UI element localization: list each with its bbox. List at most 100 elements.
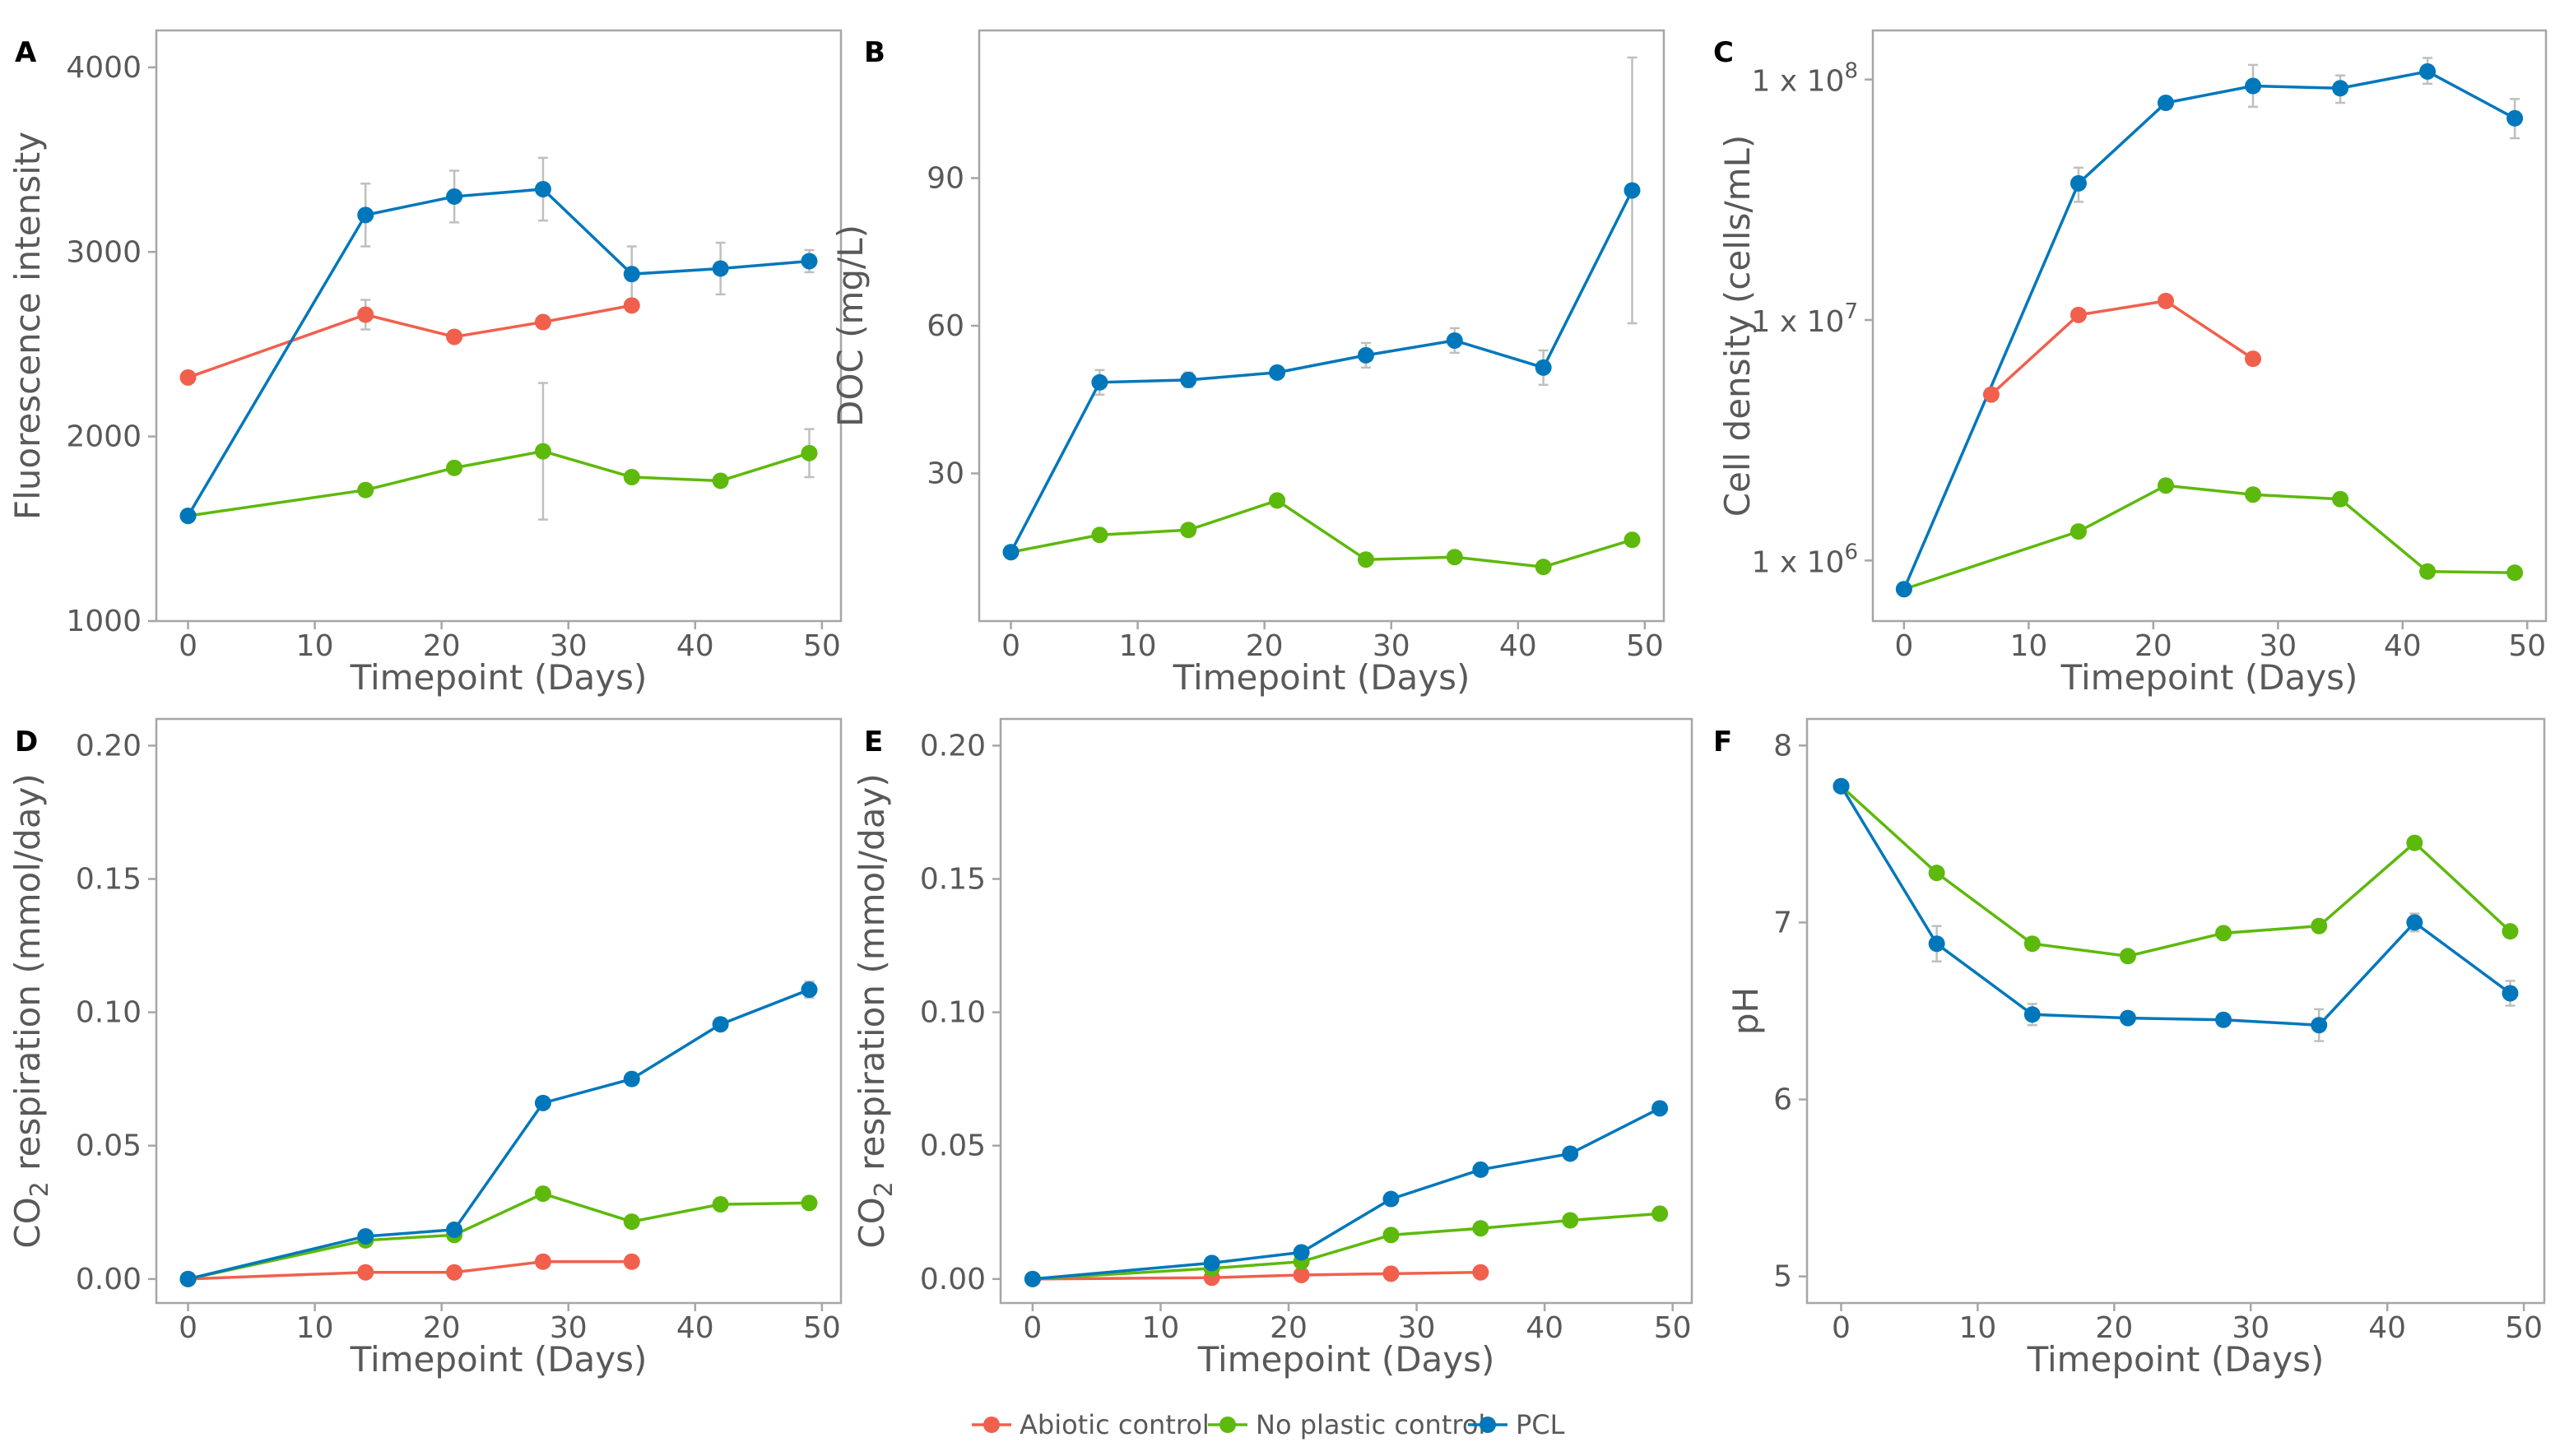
- data-point-no_plastic: [712, 1196, 729, 1213]
- x-tick-label: 40: [676, 1311, 714, 1345]
- data-point-no_plastic: [2506, 564, 2524, 582]
- y-tick-label: 6: [1773, 1083, 1792, 1117]
- data-point-abiotic: [446, 1264, 463, 1281]
- data-point-pcl: [623, 266, 640, 283]
- x-tick-label: 30: [550, 1311, 588, 1345]
- x-tick-label: 10: [296, 629, 334, 663]
- data-point-no_plastic: [2419, 563, 2437, 580]
- legend-marker: [1219, 1417, 1236, 1433]
- x-tick-label: 10: [1959, 1311, 1997, 1345]
- legend-label: No plastic control: [1256, 1409, 1485, 1440]
- data-point-pcl: [2157, 95, 2174, 112]
- data-point-no_plastic: [1472, 1220, 1489, 1237]
- x-tick-label: 30: [2232, 1311, 2269, 1345]
- series-line-no_plastic: [1840, 785, 2511, 958]
- data-point-no_plastic: [1382, 1226, 1400, 1244]
- x-tick-label: 20: [2135, 629, 2172, 663]
- legend-label: PCL: [1516, 1409, 1565, 1440]
- y-tick-label: 60: [927, 309, 964, 343]
- x-tick-label: 40: [1526, 1311, 1563, 1345]
- data-point-no_plastic: [801, 444, 818, 461]
- x-tick-label: 20: [1270, 1311, 1308, 1345]
- data-point-no_plastic: [446, 459, 463, 476]
- y-tick-label: 0.20: [920, 729, 986, 763]
- data-point-no_plastic: [1357, 551, 1374, 568]
- data-point-pcl: [2245, 77, 2262, 95]
- series-line-pcl: [1839, 785, 2511, 1027]
- data-point-pcl: [2506, 109, 2524, 127]
- data-point-pcl: [2070, 174, 2087, 192]
- data-point-no_plastic: [801, 1194, 818, 1212]
- panel-letter: A: [15, 36, 37, 69]
- data-point-no_plastic: [1535, 559, 1552, 576]
- data-point-pcl: [1293, 1244, 1310, 1261]
- data-point-no_plastic: [534, 443, 551, 460]
- legend-label: Abiotic control: [1020, 1409, 1210, 1440]
- y-axis-label: Cell density (cells/mL): [1717, 135, 1758, 517]
- data-point-pcl: [1472, 1161, 1489, 1178]
- series-line-pcl: [1009, 189, 1634, 554]
- data-point-pcl: [1624, 182, 1641, 199]
- data-point-pcl: [2119, 1009, 2136, 1027]
- plot-frame: [155, 717, 843, 1305]
- data-point-pcl: [446, 1221, 463, 1238]
- plot-frame: [1871, 29, 2548, 623]
- plot-frame: [1805, 717, 2546, 1305]
- y-tick-label: 1 x 106: [1752, 540, 1858, 579]
- x-tick-label: 50: [2505, 1311, 2543, 1345]
- data-point-no_plastic: [534, 1185, 551, 1203]
- data-point-pcl: [1002, 544, 1020, 561]
- data-point-pcl: [1928, 935, 1945, 953]
- data-point-no_plastic: [2332, 490, 2349, 508]
- data-point-abiotic: [623, 297, 640, 314]
- data-point-no_plastic: [2023, 935, 2041, 953]
- data-point-no_plastic: [1651, 1205, 1669, 1222]
- data-point-pcl: [357, 206, 374, 224]
- y-axis-label: pH: [1726, 987, 1766, 1035]
- data-point-pcl: [1091, 373, 1108, 391]
- data-point-no_plastic: [2406, 834, 2423, 851]
- data-point-pcl: [1562, 1145, 1579, 1162]
- data-point-pcl: [2023, 1006, 2041, 1023]
- data-point-pcl: [1382, 1190, 1400, 1208]
- y-tick-label: 5: [1773, 1260, 1792, 1294]
- data-point-no_plastic: [1562, 1212, 1579, 1229]
- x-tick-label: 50: [1626, 629, 1664, 663]
- x-axis-label: Timepoint (Days): [2060, 657, 2358, 698]
- x-tick-label: 40: [2384, 629, 2422, 663]
- data-point-abiotic: [357, 306, 374, 323]
- y-tick-label: 0.00: [920, 1263, 986, 1296]
- data-point-no_plastic: [2245, 486, 2262, 503]
- panel-e: E 0 10 20 30 40 50 Timepoint (Days) 0.00 0.05 0.10…: [852, 717, 1693, 1379]
- data-point-abiotic: [357, 1264, 374, 1281]
- series-line-no_plastic: [1010, 498, 1633, 568]
- data-point-pcl: [1357, 346, 1374, 364]
- data-point-pcl: [357, 1227, 374, 1245]
- data-point-pcl: [2502, 985, 2519, 1002]
- data-point-abiotic: [2157, 292, 2174, 309]
- data-point-no_plastic: [2070, 523, 2087, 540]
- data-point-abiotic: [1982, 386, 2000, 403]
- data-point-no_plastic: [2215, 925, 2232, 942]
- data-point-no_plastic: [357, 481, 374, 498]
- data-point-no_plastic: [2119, 948, 2136, 965]
- data-point-pcl: [2215, 1011, 2232, 1028]
- y-tick-label: 1 x 107: [1752, 299, 1858, 339]
- x-tick-label: 30: [1373, 629, 1410, 663]
- data-point-pcl: [1895, 581, 1912, 598]
- y-tick-label: 0.10: [76, 996, 142, 1030]
- y-tick-label: 4000: [66, 51, 142, 85]
- y-tick-label: 0.10: [920, 996, 986, 1030]
- panel-letter: B: [864, 36, 885, 69]
- y-tick-label: 2000: [66, 420, 142, 454]
- x-tick-label: 30: [550, 629, 588, 663]
- x-tick-label: 0: [1001, 629, 1020, 663]
- x-axis-label: Timepoint (Days): [350, 657, 648, 698]
- data-point-no_plastic: [712, 472, 729, 489]
- x-tick-label: 0: [179, 1311, 197, 1345]
- y-tick-label: 0.05: [76, 1129, 142, 1163]
- data-point-pcl: [1651, 1100, 1669, 1117]
- x-tick-label: 40: [1499, 629, 1537, 663]
- y-tick-label: 0.15: [76, 863, 142, 897]
